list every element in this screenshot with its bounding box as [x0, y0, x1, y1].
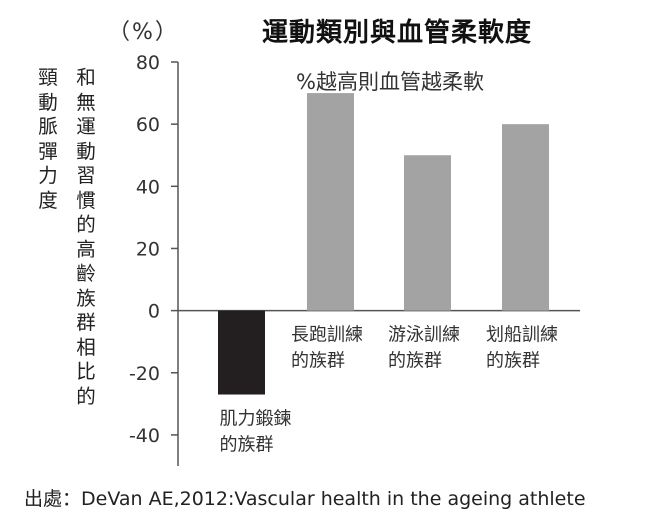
- category-label: 肌力鍛鍊: [220, 409, 292, 430]
- bar: [502, 124, 549, 311]
- category-label: 的族群: [388, 351, 442, 372]
- bar: [307, 93, 354, 311]
- y-unit-label: （%）: [108, 20, 179, 45]
- y-tick-label: -40: [129, 425, 160, 447]
- category-label: 游泳訓練: [388, 325, 460, 346]
- category-label: 的族群: [486, 351, 540, 372]
- source-citation: 出處：DeVan AE,2012:Vascular health in the …: [24, 488, 586, 510]
- y-tick-label: -20: [129, 363, 160, 385]
- y-tick-label: 40: [136, 176, 160, 198]
- y-axis-label-right: 和無運動習慣的高齡族群相比的: [76, 66, 96, 408]
- y-axis-label-left: 頸動脈彈力度: [38, 66, 58, 212]
- bar: [218, 310, 265, 395]
- category-label: 划船訓練: [486, 325, 558, 346]
- y-tick-label: 80: [136, 52, 160, 74]
- category-label: 的族群: [220, 435, 274, 456]
- y-tick-label: 0: [148, 301, 160, 323]
- y-tick-label: 20: [136, 238, 160, 260]
- bar: [404, 155, 451, 311]
- chart-title: 運動類別與血管柔軟度: [262, 18, 533, 48]
- y-tick-label: 60: [136, 114, 160, 136]
- category-label: 的族群: [291, 351, 345, 372]
- category-label: 長跑訓練: [291, 325, 363, 346]
- chart-subtitle: %越高則血管越柔軟: [296, 70, 484, 94]
